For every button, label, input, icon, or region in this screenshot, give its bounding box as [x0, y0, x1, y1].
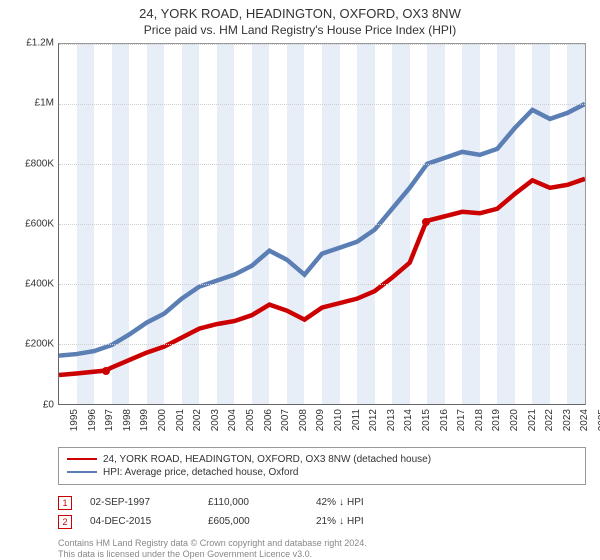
- sales-table: 1 02-SEP-1997 £110,000 42% ↓ HPI 2 04-DEC-201…: [58, 491, 586, 534]
- down-arrow-icon: ↓: [339, 497, 344, 508]
- y-tick-label: £200K: [25, 339, 54, 350]
- x-tick-label: 2010: [333, 409, 344, 431]
- sale-diff: 42% ↓ HPI: [316, 497, 364, 508]
- sale-marker-box: 1: [58, 496, 72, 510]
- x-tick-label: 2014: [404, 409, 415, 431]
- title-subtitle: Price paid vs. HM Land Registry's House …: [14, 23, 586, 37]
- legend-swatch: [67, 471, 97, 473]
- x-tick-label: 2001: [175, 409, 186, 431]
- y-tick-label: £400K: [25, 279, 54, 290]
- legend-label: HPI: Average price, detached house, Oxfo…: [103, 467, 299, 478]
- sale-row: 2 04-DEC-2015 £605,000 21% ↓ HPI: [58, 515, 586, 529]
- x-tick-label: 2006: [263, 409, 274, 431]
- x-tick-label: 1998: [122, 409, 133, 431]
- x-tick-label: 2022: [544, 409, 555, 431]
- x-tick-label: 2009: [316, 409, 327, 431]
- gridline: [59, 284, 585, 285]
- credits-line1: Contains HM Land Registry data © Crown c…: [58, 538, 586, 549]
- sale-price: £605,000: [208, 516, 298, 527]
- legend-row: HPI: Average price, detached house, Oxfo…: [67, 467, 577, 478]
- gridline: [59, 104, 585, 105]
- legend-row: 24, YORK ROAD, HEADINGTON, OXFORD, OX3 8…: [67, 454, 577, 465]
- y-axis: £0£200K£400K£600K£800K£1M£1.2M: [14, 43, 58, 405]
- gridline: [59, 344, 585, 345]
- chart-area: £0£200K£400K£600K£800K£1M£1.2M 12: [14, 43, 586, 405]
- x-tick-label: 2003: [210, 409, 221, 431]
- x-tick-label: 2004: [228, 409, 239, 431]
- x-tick-label: 1999: [140, 409, 151, 431]
- y-tick-label: £1.2M: [26, 38, 54, 49]
- chart-titles: 24, YORK ROAD, HEADINGTON, OXFORD, OX3 8…: [14, 6, 586, 37]
- x-tick-label: 2005: [245, 409, 256, 431]
- credits: Contains HM Land Registry data © Crown c…: [58, 538, 586, 560]
- x-tick-label: 2017: [456, 409, 467, 431]
- x-tick-label: 2000: [157, 409, 168, 431]
- sale-marker-label: 1: [99, 43, 113, 44]
- sale-price: £110,000: [208, 497, 298, 508]
- y-tick-label: £1M: [35, 98, 54, 109]
- series-property: [59, 179, 585, 375]
- series-hpi: [59, 104, 585, 356]
- credits-line2: This data is licensed under the Open Gov…: [58, 549, 586, 560]
- legend: 24, YORK ROAD, HEADINGTON, OXFORD, OX3 8…: [58, 447, 586, 485]
- x-tick-label: 2012: [368, 409, 379, 431]
- y-tick-label: £800K: [25, 158, 54, 169]
- x-axis: 1995 1996 1997 1998 1999 2000 2001 2002 2003 2004…: [58, 405, 586, 447]
- gridline: [59, 164, 585, 165]
- x-tick-label: 2018: [474, 409, 485, 431]
- sale-row: 1 02-SEP-1997 £110,000 42% ↓ HPI: [58, 496, 586, 510]
- x-tick-label: 2019: [492, 409, 503, 431]
- x-tick-label: 2002: [192, 409, 203, 431]
- x-tick-label: 1996: [87, 409, 98, 431]
- gridline: [59, 44, 585, 45]
- down-arrow-icon: ↓: [339, 516, 344, 527]
- sale-diff: 21% ↓ HPI: [316, 516, 364, 527]
- gridline: [59, 224, 585, 225]
- x-tick-label: 2013: [386, 409, 397, 431]
- x-tick-label: 1997: [104, 409, 115, 431]
- x-tick-label: 2015: [421, 409, 432, 431]
- sale-marker-dot: [422, 218, 430, 226]
- x-tick-label: 2021: [527, 409, 538, 431]
- plot-region: 12: [58, 43, 586, 405]
- x-tick-label: 2008: [298, 409, 309, 431]
- x-tick-label: 2020: [509, 409, 520, 431]
- legend-label: 24, YORK ROAD, HEADINGTON, OXFORD, OX3 8…: [103, 454, 431, 465]
- x-tick-label: 2007: [280, 409, 291, 431]
- sale-marker-dot: [102, 367, 110, 375]
- x-tick-label: 2024: [580, 409, 591, 431]
- x-tick-label: 2016: [439, 409, 450, 431]
- sale-date: 02-SEP-1997: [90, 497, 190, 508]
- sale-date: 04-DEC-2015: [90, 516, 190, 527]
- x-tick-label: 2023: [562, 409, 573, 431]
- sale-marker-label: 2: [419, 43, 433, 44]
- legend-swatch: [67, 458, 97, 460]
- x-tick-label: 1995: [69, 409, 80, 431]
- y-tick-label: £600K: [25, 218, 54, 229]
- title-address: 24, YORK ROAD, HEADINGTON, OXFORD, OX3 8…: [14, 6, 586, 21]
- sale-marker-box: 2: [58, 515, 72, 529]
- y-tick-label: £0: [43, 399, 54, 410]
- x-tick-label: 2011: [350, 409, 361, 431]
